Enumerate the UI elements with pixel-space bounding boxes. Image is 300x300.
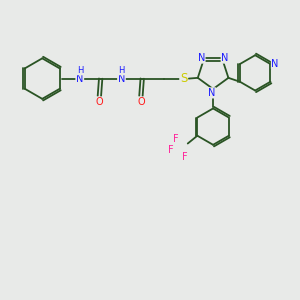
Text: N: N [118,74,125,84]
Text: N: N [272,58,279,68]
Text: F: F [182,152,187,162]
Text: O: O [137,97,145,107]
Text: S: S [180,72,188,85]
Text: H: H [118,66,124,75]
Text: N: N [76,74,84,84]
Text: F: F [173,134,178,144]
Text: F: F [168,145,173,155]
Text: H: H [77,66,83,75]
Text: N: N [208,88,215,98]
Text: N: N [221,53,229,63]
Text: N: N [198,53,205,63]
Text: O: O [96,97,103,107]
